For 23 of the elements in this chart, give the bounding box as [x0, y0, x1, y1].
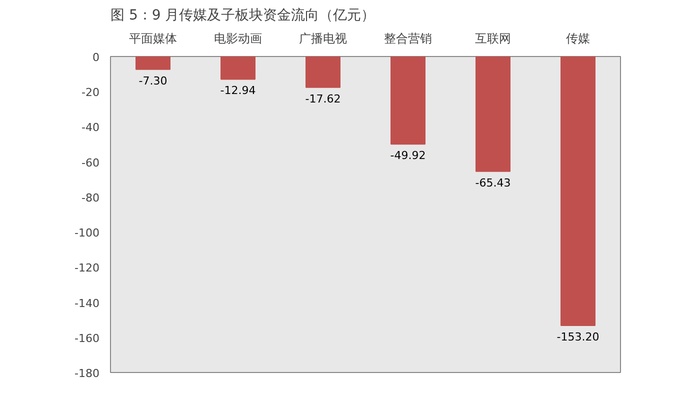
- data-label: -49.92: [390, 149, 426, 162]
- y-tick-label: -80: [82, 191, 100, 204]
- data-label: -65.43: [475, 176, 511, 190]
- y-tick-label: -60: [82, 156, 100, 170]
- y-tick-label: -20: [82, 86, 100, 100]
- y-tick-label: -40: [82, 121, 100, 134]
- data-label: -7.30: [138, 74, 168, 88]
- y-tick-label: -120: [74, 262, 100, 275]
- chart-title: 图 5：9 月传媒及子板块资金流向（亿元）: [110, 8, 376, 24]
- x-tick-label: 整合营销: [384, 32, 432, 46]
- y-tick-label: 0: [92, 51, 100, 64]
- x-tick-label: 电影动画: [214, 32, 262, 46]
- y-tick-label: -100: [74, 226, 100, 240]
- y-tick-label: -160: [74, 332, 100, 345]
- y-tick-label: -180: [74, 367, 100, 380]
- x-tick-label: 传媒: [566, 32, 590, 46]
- x-tick-label: 平面媒体: [129, 32, 177, 46]
- y-tick-label: -140: [74, 296, 100, 310]
- data-label: -153.20: [556, 330, 600, 344]
- data-label: -12.94: [220, 84, 256, 98]
- x-tick-label: 互联网: [475, 32, 511, 46]
- data-label: -17.62: [305, 92, 341, 106]
- x-tick-label: 广播电视: [299, 32, 347, 46]
